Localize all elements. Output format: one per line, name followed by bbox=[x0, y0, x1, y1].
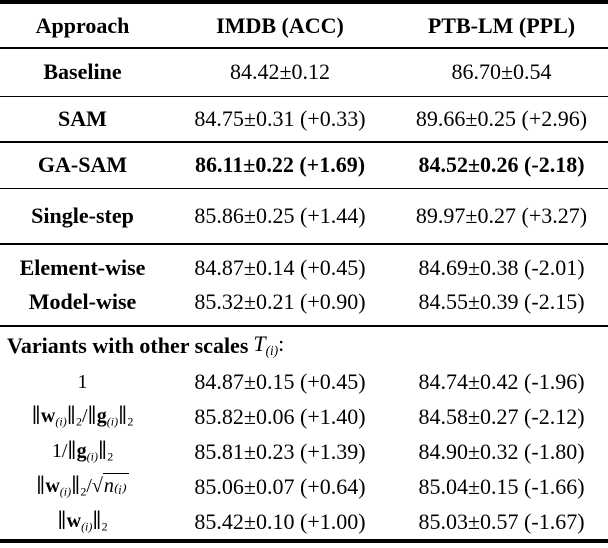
table-row-variant-wnorm: ∥w(i)∥2 85.42±0.10 (+1.00) 85.03±0.57 (-… bbox=[0, 504, 608, 539]
imdb-value-cell: 85.81±0.23 (+1.39) bbox=[194, 438, 366, 464]
table-row-sam: SAM 84.75±0.31 (+0.33) 89.66±0.25 (+2.96… bbox=[0, 97, 608, 141]
ptb-value-cell: 85.04±0.15 (-1.66) bbox=[418, 473, 585, 499]
imdb-value-cell: 84.87±0.15 (+0.45) bbox=[194, 368, 366, 394]
imdb-value-cell: 85.42±0.10 (+1.00) bbox=[194, 508, 366, 534]
ptb-value-cell: 89.97±0.27 (+3.27) bbox=[415, 203, 588, 228]
scale-formula-cell: ∥w(i)∥2/∥g(i)∥2 bbox=[31, 404, 134, 429]
variants-heading-math-t-i: T(i): bbox=[253, 331, 285, 359]
ptb-value-cell: 89.66±0.25 (+2.96) bbox=[415, 106, 588, 131]
table-rule-below-baseline bbox=[0, 95, 608, 97]
table-rule-below-model-wise bbox=[0, 325, 608, 327]
column-header-approach: Approach bbox=[35, 12, 130, 38]
table-bottom-rule bbox=[0, 539, 608, 543]
imdb-value-cell: 85.06±0.07 (+0.64) bbox=[194, 473, 366, 499]
table-top-rule bbox=[0, 0, 608, 4]
column-header-imdb-acc: IMDB (ACC) bbox=[216, 12, 344, 38]
table-row-model-wise: Model-wise 85.32±0.21 (+0.90) 84.55±0.39… bbox=[0, 285, 608, 319]
variants-heading: Variants with other scales T(i): bbox=[0, 327, 608, 364]
ptb-value-cell: 84.69±0.38 (-2.01) bbox=[418, 255, 585, 280]
bottom-margin bbox=[0, 543, 608, 548]
approach-cell: SAM bbox=[58, 106, 107, 131]
table-row-variant-wnorm-over-gnorm: ∥w(i)∥2/∥g(i)∥2 85.82±0.06 (+1.40) 84.58… bbox=[0, 399, 608, 434]
table-row-single-step: Single-step 85.86±0.25 (+1.44) 89.97±0.2… bbox=[0, 189, 608, 243]
approach-cell: GA-SAM bbox=[37, 152, 128, 177]
table-header-row: Approach IMDB (ACC) PTB-LM (PPL) bbox=[0, 4, 608, 47]
ptb-value-cell: 86.70±0.54 bbox=[451, 59, 552, 84]
table-row-baseline: Baseline 84.42±0.12 86.70±0.54 bbox=[0, 49, 608, 96]
ptb-value-cell: 84.58±0.27 (-2.12) bbox=[418, 403, 585, 429]
imdb-value-cell: 84.75±0.31 (+0.33) bbox=[194, 106, 366, 131]
wise-section: Element-wise 84.87±0.14 (+0.45) 84.69±0.… bbox=[0, 245, 608, 325]
table-row-variant-scale-1: 1 84.87±0.15 (+0.45) 84.74±0.42 (-1.96) bbox=[0, 364, 608, 399]
approach-cell: Single-step bbox=[31, 203, 134, 228]
table-rule-below-ga-sam bbox=[0, 187, 608, 189]
table-row-ga-sam: GA-SAM 86.11±0.22 (+1.69) 84.52±0.26 (-2… bbox=[0, 143, 608, 188]
approach-cell: Element-wise bbox=[19, 255, 146, 280]
ptb-value-cell: 84.90±0.32 (-1.80) bbox=[418, 438, 585, 464]
imdb-value-cell: 85.32±0.21 (+0.90) bbox=[194, 289, 366, 314]
ptb-value-cell: 85.03±0.57 (-1.67) bbox=[418, 508, 585, 534]
variants-heading-text: Variants with other scales bbox=[7, 332, 249, 358]
column-header-ptb-lm-ppl: PTB-LM (PPL) bbox=[427, 12, 576, 38]
ptb-value-cell: 84.74±0.42 (-1.96) bbox=[418, 368, 585, 394]
scale-formula-cell: ∥w(i)∥2 bbox=[57, 509, 108, 534]
imdb-value-cell: 84.42±0.12 bbox=[229, 59, 331, 84]
table-row-variant-one-over-gnorm: 1/∥g(i)∥2 85.81±0.23 (+1.39) 84.90±0.32 … bbox=[0, 434, 608, 469]
table-rule-below-header bbox=[0, 47, 608, 49]
ptb-value-cell: 84.52±0.26 (-2.18) bbox=[418, 152, 585, 177]
table-row-variant-wnorm-over-sqrt-n: ∥w(i)∥2/√n₍ᵢ₎ 85.06±0.07 (+0.64) 85.04±0… bbox=[0, 469, 608, 504]
table-rule-below-sam bbox=[0, 141, 608, 143]
approach-cell: Model-wise bbox=[28, 289, 137, 314]
ptb-value-cell: 84.55±0.39 (-2.15) bbox=[418, 289, 585, 314]
imdb-value-cell: 85.82±0.06 (+1.40) bbox=[194, 403, 366, 429]
scale-formula-cell: 1 bbox=[77, 370, 88, 393]
imdb-value-cell: 85.86±0.25 (+1.44) bbox=[194, 203, 366, 228]
table-rule-below-single-step bbox=[0, 243, 608, 245]
imdb-value-cell: 84.87±0.14 (+0.45) bbox=[194, 255, 366, 280]
imdb-value-cell: 86.11±0.22 (+1.69) bbox=[194, 152, 366, 177]
scale-formula-cell: 1/∥g(i)∥2 bbox=[51, 439, 114, 464]
table-row-element-wise: Element-wise 84.87±0.14 (+0.45) 84.69±0.… bbox=[0, 251, 608, 285]
approach-cell: Baseline bbox=[43, 59, 122, 84]
scale-formula-cell: ∥w(i)∥2/√n₍ᵢ₎ bbox=[36, 472, 129, 499]
